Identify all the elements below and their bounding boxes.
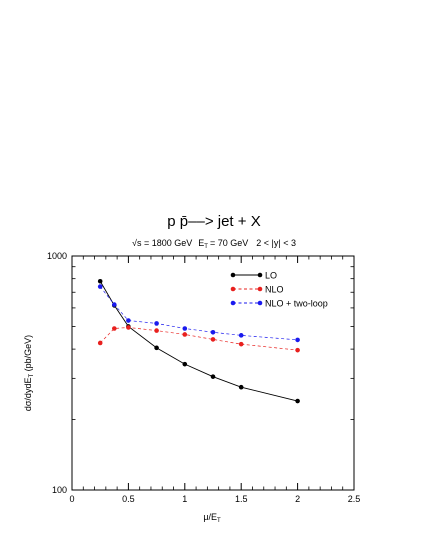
- data-point: [97, 278, 103, 284]
- data-point: [182, 332, 188, 337]
- data-point: [126, 325, 131, 330]
- x-tick-label: 0.5: [122, 494, 135, 504]
- legend-label: NLO + two-loop: [265, 299, 328, 309]
- x-tick-label: 0: [69, 494, 74, 504]
- data-point: [112, 302, 117, 307]
- data-point: [210, 329, 216, 335]
- x-tick-label: 1: [182, 494, 187, 504]
- data-point: [210, 374, 216, 379]
- data-point: [210, 337, 216, 342]
- x-tick-label: 1.5: [235, 494, 248, 504]
- series-line-1: [99, 281, 298, 402]
- legend-marker: [230, 286, 236, 292]
- series-line-3: [99, 286, 298, 341]
- data-point: [182, 326, 188, 331]
- x-tick-label: 2.5: [348, 494, 361, 504]
- plot-frame: [71, 255, 355, 491]
- data-point: [182, 361, 188, 367]
- x-axis-label: μ/ET: [203, 512, 221, 524]
- data-point: [97, 340, 103, 346]
- data-point: [154, 321, 159, 326]
- legend-label: NLO: [265, 285, 284, 295]
- legend-marker: [257, 272, 263, 278]
- legend-label: LO: [265, 271, 277, 281]
- data-point: [295, 398, 300, 404]
- legend-marker: [230, 272, 236, 278]
- data-point: [295, 347, 300, 353]
- data-point: [295, 337, 300, 343]
- data-point: [238, 341, 244, 347]
- data-point: [112, 326, 117, 331]
- chart-subtitle: √s = 1800 GeV ET = 70 GeV 2 < |y| < 3: [132, 238, 296, 250]
- legend-marker: [257, 300, 263, 306]
- legend: LO NLO NLO + two-loop: [230, 271, 328, 309]
- y-tick-label: 1000: [47, 251, 67, 261]
- data-point: [154, 345, 159, 351]
- chart-title: p p̄––> jet + X: [167, 213, 260, 230]
- data-point: [238, 333, 244, 338]
- y-tick-label: 100: [52, 485, 67, 495]
- data-point: [154, 328, 159, 333]
- series-line-2: [99, 327, 298, 351]
- data-point: [97, 284, 103, 289]
- x-tick-label: 2: [295, 494, 300, 504]
- y-axis-label: dσ/dydET (pb/GeV): [23, 335, 35, 411]
- data-point: [238, 384, 244, 390]
- data-point: [126, 318, 131, 323]
- legend-marker: [230, 300, 236, 306]
- legend-marker: [257, 286, 263, 292]
